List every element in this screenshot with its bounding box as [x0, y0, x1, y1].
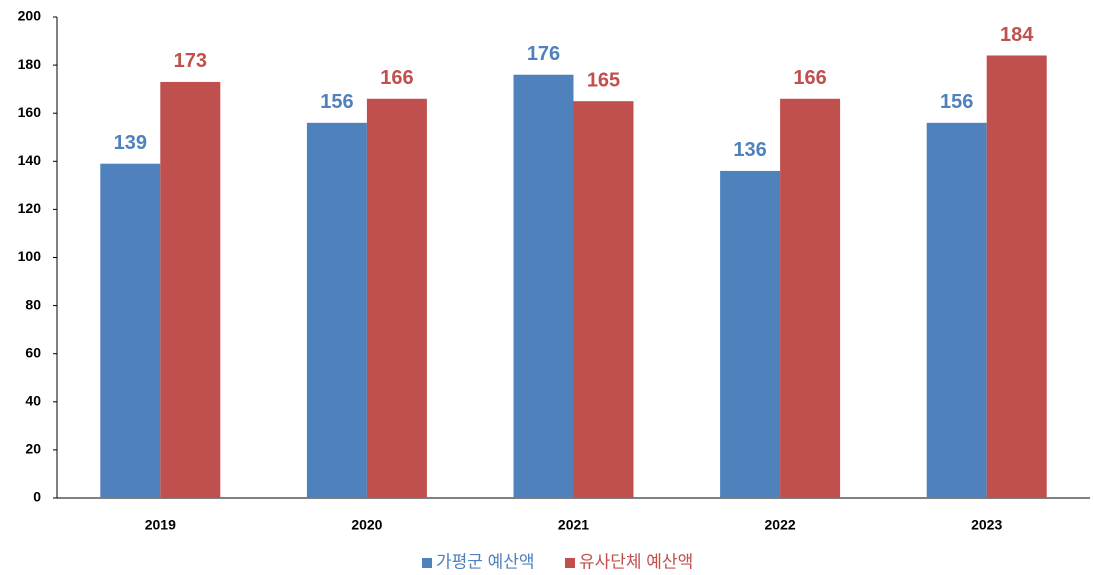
value-label: 166 — [380, 67, 413, 89]
bar — [366, 98, 427, 499]
bar — [513, 74, 574, 498]
value-label: 173 — [174, 50, 207, 72]
bar — [160, 81, 221, 498]
legend-label: 가평군 예산액 — [436, 552, 535, 571]
bar — [573, 101, 634, 499]
value-label: 165 — [587, 69, 620, 91]
legend-label: 유사단체 예산액 — [579, 552, 693, 571]
y-tick-label: 160 — [18, 104, 42, 120]
value-label: 176 — [527, 43, 560, 65]
bar — [306, 122, 367, 498]
value-label: 139 — [114, 132, 147, 154]
value-label: 184 — [1000, 24, 1034, 46]
x-tick-label: 2019 — [145, 517, 176, 533]
x-tick-label: 2020 — [351, 517, 382, 533]
bar — [780, 98, 841, 499]
y-tick-label: 180 — [18, 56, 42, 72]
y-tick-label: 0 — [33, 489, 41, 505]
bar — [986, 55, 1047, 498]
x-tick-label: 2022 — [765, 517, 796, 533]
value-label: 156 — [320, 91, 353, 113]
y-tick-label: 60 — [25, 344, 41, 360]
value-label: 166 — [793, 67, 826, 89]
y-tick-label: 80 — [25, 296, 41, 312]
y-tick-label: 200 — [18, 8, 42, 24]
y-tick-label: 40 — [25, 393, 41, 409]
x-tick-label: 2021 — [558, 517, 589, 533]
x-tick-label: 2023 — [971, 517, 1002, 533]
y-tick-label: 20 — [25, 441, 41, 457]
y-tick-label: 140 — [18, 152, 42, 168]
legend-swatch — [565, 558, 575, 568]
y-tick-label: 120 — [18, 200, 42, 216]
bar — [926, 122, 987, 498]
bar — [720, 170, 781, 499]
value-label: 156 — [940, 91, 973, 113]
y-tick-label: 100 — [18, 248, 42, 264]
value-label: 136 — [733, 139, 766, 161]
legend-swatch — [422, 558, 432, 568]
bar — [100, 163, 161, 498]
